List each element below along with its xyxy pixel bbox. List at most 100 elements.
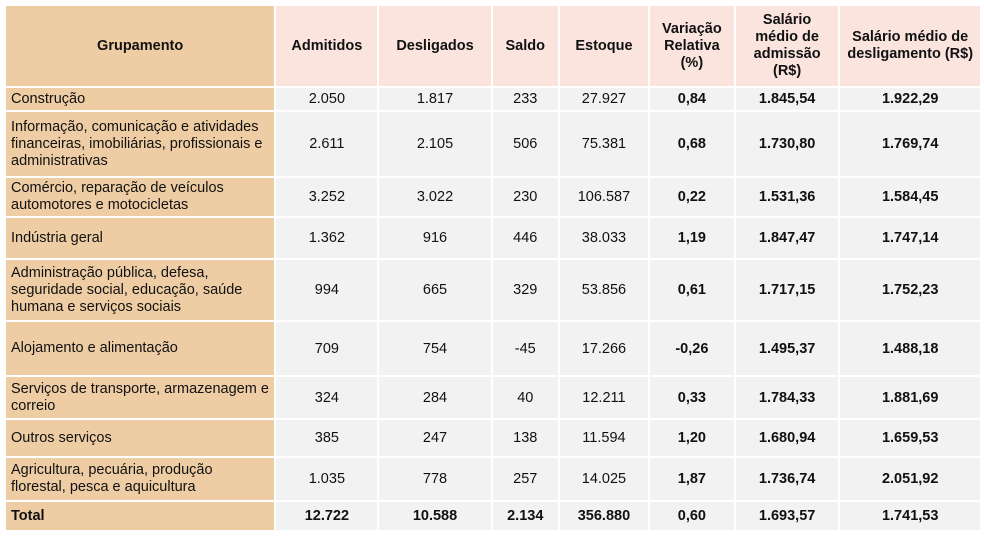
table-row: Construção 2.050 1.817 233 27.927 0,84 1.845,5… bbox=[3, 86, 982, 112]
row-label: Alojamento e alimentação bbox=[3, 320, 277, 377]
table-cell: 233 bbox=[490, 86, 560, 112]
table-cell: 40 bbox=[490, 375, 560, 420]
row-label: Administração pública, defesa, seguridad… bbox=[3, 258, 277, 322]
table-cell: 324 bbox=[274, 375, 380, 420]
table-cell: 1.881,69 bbox=[838, 375, 982, 420]
table-row: Comércio, reparação de veículos automoto… bbox=[3, 176, 982, 218]
table-cell: 247 bbox=[377, 418, 493, 458]
column-header: Grupamento bbox=[3, 4, 277, 88]
table-row: Alojamento e alimentação 709 754 -45 17.266-… bbox=[3, 320, 982, 377]
table-cell: 0,61 bbox=[647, 258, 736, 322]
table-row: Outros serviços 385 247 138 11.594 1,20 1.680,… bbox=[3, 418, 982, 458]
table-cell: 0,60 bbox=[647, 500, 736, 532]
table-cell: 2.105 bbox=[377, 110, 493, 178]
table-cell: -0,26 bbox=[647, 320, 736, 377]
column-header: Desligados bbox=[377, 4, 493, 88]
column-header: Saldo bbox=[490, 4, 560, 88]
row-label: Outros serviços bbox=[3, 418, 277, 458]
table-cell: 1.752,23 bbox=[838, 258, 982, 322]
table-cell: 1.495,37 bbox=[733, 320, 841, 377]
row-label: Construção bbox=[3, 86, 277, 112]
table-cell: 284 bbox=[377, 375, 493, 420]
table-cell: 356.880 bbox=[557, 500, 650, 532]
table-cell: 0,68 bbox=[647, 110, 736, 178]
table-cell: 27.927 bbox=[557, 86, 650, 112]
table-cell: 709 bbox=[274, 320, 380, 377]
table-cell: 12.211 bbox=[557, 375, 650, 420]
table-cell: 106.587 bbox=[557, 176, 650, 218]
table-cell: 1.693,57 bbox=[733, 500, 841, 532]
table-cell: 10.588 bbox=[377, 500, 493, 532]
table-cell: 2.611 bbox=[274, 110, 380, 178]
row-label: Informação, comunicação e atividades fin… bbox=[3, 110, 277, 178]
table-cell: 17.266 bbox=[557, 320, 650, 377]
table-cell: 11.594 bbox=[557, 418, 650, 458]
total-row: Total 12.722 10.588 2.134 356.880 0,60 1.693,5… bbox=[3, 500, 982, 532]
table-cell: 1.736,74 bbox=[733, 456, 841, 502]
table-cell: 12.722 bbox=[274, 500, 380, 532]
column-header: Estoque bbox=[557, 4, 650, 88]
header-row: Grupamento Admitidos Desligados Saldo Estoqu… bbox=[3, 4, 982, 88]
table-cell: 1,20 bbox=[647, 418, 736, 458]
employment-table: Grupamento Admitidos Desligados Saldo Estoqu… bbox=[3, 4, 982, 532]
column-header: Salário médio de desligamento (R$) bbox=[838, 4, 982, 88]
row-label: Agricultura, pecuária, produção floresta… bbox=[3, 456, 277, 502]
table-cell: 754 bbox=[377, 320, 493, 377]
table-cell: 53.856 bbox=[557, 258, 650, 322]
row-label: Serviços de transporte, armazenagem e co… bbox=[3, 375, 277, 420]
table-cell: 2.134 bbox=[490, 500, 560, 532]
table-cell: 2.051,92 bbox=[838, 456, 982, 502]
table-cell: 1.845,54 bbox=[733, 86, 841, 112]
column-header: Variação Relativa (%) bbox=[647, 4, 736, 88]
table-cell: 38.033 bbox=[557, 216, 650, 260]
table-cell: 1.741,53 bbox=[838, 500, 982, 532]
table-cell: 1.680,94 bbox=[733, 418, 841, 458]
table-cell: 1,19 bbox=[647, 216, 736, 260]
table-cell: 14.025 bbox=[557, 456, 650, 502]
table-cell: 230 bbox=[490, 176, 560, 218]
table-row: Informação, comunicação e atividades fin… bbox=[3, 110, 982, 178]
table-cell: 257 bbox=[490, 456, 560, 502]
table-cell: 665 bbox=[377, 258, 493, 322]
table-cell: 1.847,47 bbox=[733, 216, 841, 260]
table-cell: 1.488,18 bbox=[838, 320, 982, 377]
table-cell: 778 bbox=[377, 456, 493, 502]
table-cell: 3.252 bbox=[274, 176, 380, 218]
table-cell: 0,84 bbox=[647, 86, 736, 112]
table-cell: 329 bbox=[490, 258, 560, 322]
column-header: Admitidos bbox=[274, 4, 380, 88]
table-cell: 1.035 bbox=[274, 456, 380, 502]
table-cell: 3.022 bbox=[377, 176, 493, 218]
table-cell: 1.362 bbox=[274, 216, 380, 260]
row-label: Comércio, reparação de veículos automoto… bbox=[3, 176, 277, 218]
table-cell: 1.747,14 bbox=[838, 216, 982, 260]
table-cell: 1.817 bbox=[377, 86, 493, 112]
table-cell: 994 bbox=[274, 258, 380, 322]
table-cell: 2.050 bbox=[274, 86, 380, 112]
table-row: Agricultura, pecuária, produção floresta… bbox=[3, 456, 982, 502]
table-cell: 1.717,15 bbox=[733, 258, 841, 322]
table-cell: 138 bbox=[490, 418, 560, 458]
table-cell: -45 bbox=[490, 320, 560, 377]
table-row: Administração pública, defesa, seguridad… bbox=[3, 258, 982, 322]
table-cell: 1.784,33 bbox=[733, 375, 841, 420]
column-header: Salário médio de admissão (R$) bbox=[733, 4, 841, 88]
table-cell: 385 bbox=[274, 418, 380, 458]
table-cell: 1.922,29 bbox=[838, 86, 982, 112]
table-cell: 1.769,74 bbox=[838, 110, 982, 178]
table-cell: 0,22 bbox=[647, 176, 736, 218]
table-row: Serviços de transporte, armazenagem e co… bbox=[3, 375, 982, 420]
row-label: Total bbox=[3, 500, 277, 532]
table-cell: 446 bbox=[490, 216, 560, 260]
table-cell: 0,33 bbox=[647, 375, 736, 420]
table-cell: 1.531,36 bbox=[733, 176, 841, 218]
table-cell: 916 bbox=[377, 216, 493, 260]
table-cell: 75.381 bbox=[557, 110, 650, 178]
table-cell: 506 bbox=[490, 110, 560, 178]
table-cell: 1.730,80 bbox=[733, 110, 841, 178]
table-cell: 1,87 bbox=[647, 456, 736, 502]
table-row: Indústria geral 1.362 916 446 38.033 1,19 1.84… bbox=[3, 216, 982, 260]
table-cell: 1.659,53 bbox=[838, 418, 982, 458]
table-cell: 1.584,45 bbox=[838, 176, 982, 218]
row-label: Indústria geral bbox=[3, 216, 277, 260]
